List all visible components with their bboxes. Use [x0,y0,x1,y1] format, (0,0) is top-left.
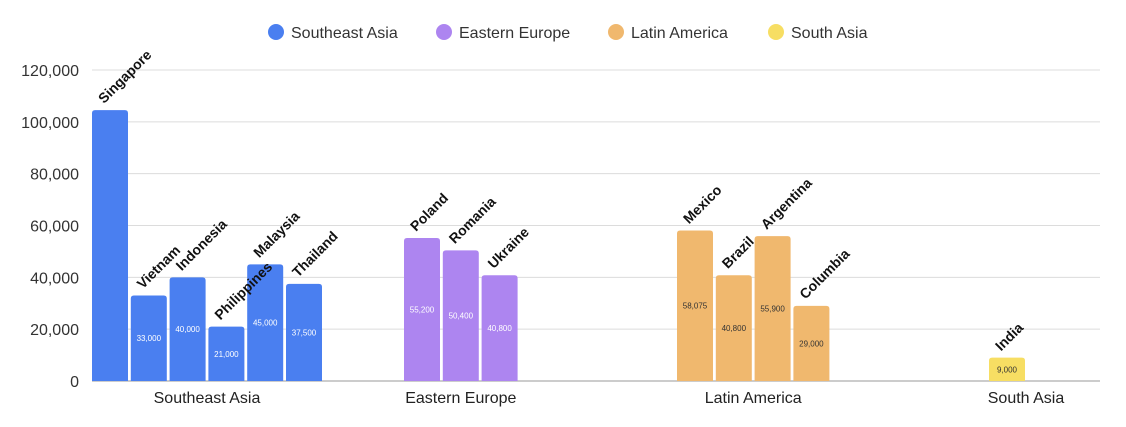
value-label-argentina: 55,900 [760,305,785,314]
value-label-ukraine: 40,800 [487,324,512,333]
value-label-vietnam: 33,000 [137,334,162,343]
y-tick-label: 20,000 [30,322,79,339]
country-label-brazil: Brazil [719,233,757,271]
country-label-singapore: Singapore [95,46,155,106]
bar-mexico [677,230,713,381]
bar-philippines [208,326,245,381]
legend-swatch [268,24,284,40]
y-tick-label: 100,000 [21,115,79,132]
country-label-thailand: Thailand [289,228,341,280]
y-tick-label: 40,000 [30,270,79,287]
value-label-philippines: 21,000 [214,350,239,359]
value-label-thailand: 37,500 [292,328,317,337]
value-label-indonesia: 40,000 [175,325,200,334]
country-label-columbia: Columbia [796,245,853,302]
bar-vietnam [130,295,167,381]
bar-indonesia [169,277,206,381]
x-category-label: South Asia [988,390,1065,407]
bars [92,110,1025,381]
y-tick-label: 80,000 [30,167,79,184]
y-tick-label: 60,000 [30,219,79,236]
legend-swatch [608,24,624,40]
bar-argentina [754,236,791,381]
bar-labels: Singapore33,000Vietnam40,000Indonesia21,… [95,46,1027,374]
country-label-malaysia: Malaysia [250,208,303,261]
value-label-columbia: 29,000 [799,339,824,348]
value-label-brazil: 40,800 [722,324,747,333]
bar-brazil [715,275,752,381]
x-axis-categories: Southeast Asia Eastern Europe Latin Americ… [154,390,1065,407]
country-label-romania: Romania [446,193,499,246]
legend-label: South Asia [791,25,868,42]
bar-thailand [286,283,322,381]
legend-swatch [436,24,452,40]
bar-singapore [92,110,128,381]
bar-malaysia [247,264,284,381]
x-category-label: Latin America [705,390,802,407]
bar-columbia [793,305,830,381]
country-label-india: India [992,319,1027,354]
country-label-indonesia: Indonesia [172,216,230,274]
x-category-label: Southeast Asia [154,390,261,407]
value-label-mexico: 58,075 [683,302,708,311]
country-label-mexico: Mexico [680,182,725,227]
value-label-poland: 55,200 [410,305,435,314]
legend-label: Eastern Europe [459,25,570,42]
y-tick-label: 0 [70,374,79,391]
y-axis-ticks: 0 20,000 40,000 60,000 80,000 100,000 120,000 [21,63,79,391]
bar-poland [404,237,440,381]
y-tick-label: 120,000 [21,63,79,80]
value-label-india: 9,000 [997,365,1018,374]
value-label-romania: 50,400 [449,312,474,321]
x-category-label: Eastern Europe [405,390,516,407]
bar-romania [442,250,479,381]
country-label-ukraine: Ukraine [484,224,532,272]
country-label-poland: Poland [407,190,451,234]
bar-india [989,357,1025,381]
legend-swatch [768,24,784,40]
legend: Southeast Asia Eastern Europe Latin Americ… [268,24,868,42]
country-label-argentina: Argentina [757,175,815,233]
legend-label: Southeast Asia [291,25,398,42]
value-label-malaysia: 45,000 [253,319,278,328]
legend-label: Latin America [631,25,728,42]
bar-ukraine [481,275,518,381]
